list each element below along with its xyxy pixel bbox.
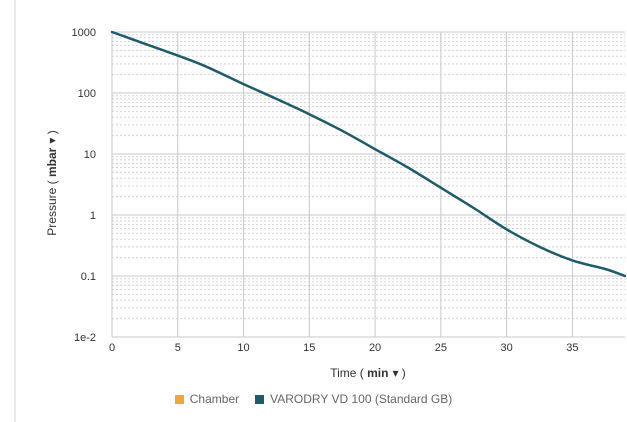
x-unit-chevron-icon[interactable]: ▾: [392, 366, 398, 380]
y-unit-dropdown[interactable]: mbar: [45, 147, 59, 177]
y-tick-label: 1e-2: [74, 332, 96, 344]
legend-item-chamber[interactable]: Chamber: [174, 392, 240, 406]
x-axis-label: Time: [330, 366, 357, 380]
x-tick-label: 30: [500, 342, 512, 354]
y-tick-labels: 1000 100 10 1 0.1 1e-2: [72, 27, 96, 344]
x-tick-label: 0: [109, 342, 115, 354]
legend-item-varodry[interactable]: VARODRY VD 100 (Standard GB): [255, 392, 452, 406]
y-axis-label: Pressure: [45, 187, 59, 235]
y-tick-label: 0.1: [81, 271, 96, 283]
x-tick-label: 25: [435, 342, 447, 354]
series-line-1: [110, 30, 627, 278]
x-tick-label: 10: [237, 342, 249, 354]
y-axis-title: Pressure ( mbar▾ ): [45, 130, 59, 235]
panel-left-border: [14, 0, 16, 422]
legend-swatch-varodry: [255, 394, 265, 404]
y-tick-label: 1000: [72, 27, 96, 39]
pressure-time-chart: 0 5 10 15 20 25 30 35 1000 100 10 1 0.1 1e-2 Pressur…: [45, 27, 627, 380]
series-lines: [110, 30, 627, 278]
grid: [111, 31, 625, 338]
y-tick-label: 100: [78, 88, 96, 100]
x-tick-labels: 0 5 10 15 20 25 30 35: [109, 342, 579, 354]
y-unit-chevron-icon[interactable]: ▾: [45, 138, 59, 144]
x-unit-dropdown[interactable]: min: [367, 366, 388, 380]
x-tick-label: 15: [303, 342, 315, 354]
x-tick-label: 20: [369, 342, 381, 354]
legend-swatch-chamber: [174, 394, 184, 404]
legend-label-chamber: Chamber: [189, 392, 240, 406]
y-tick-label: 1: [90, 210, 96, 222]
x-axis-title: Time ( min ▾ ): [330, 366, 406, 380]
x-tick-label: 35: [566, 342, 578, 354]
legend: Chamber VARODRY VD 100 (Standard GB): [0, 392, 627, 406]
x-tick-label: 5: [175, 342, 181, 354]
y-tick-label: 10: [84, 149, 96, 161]
legend-label-varodry: VARODRY VD 100 (Standard GB): [270, 392, 453, 406]
